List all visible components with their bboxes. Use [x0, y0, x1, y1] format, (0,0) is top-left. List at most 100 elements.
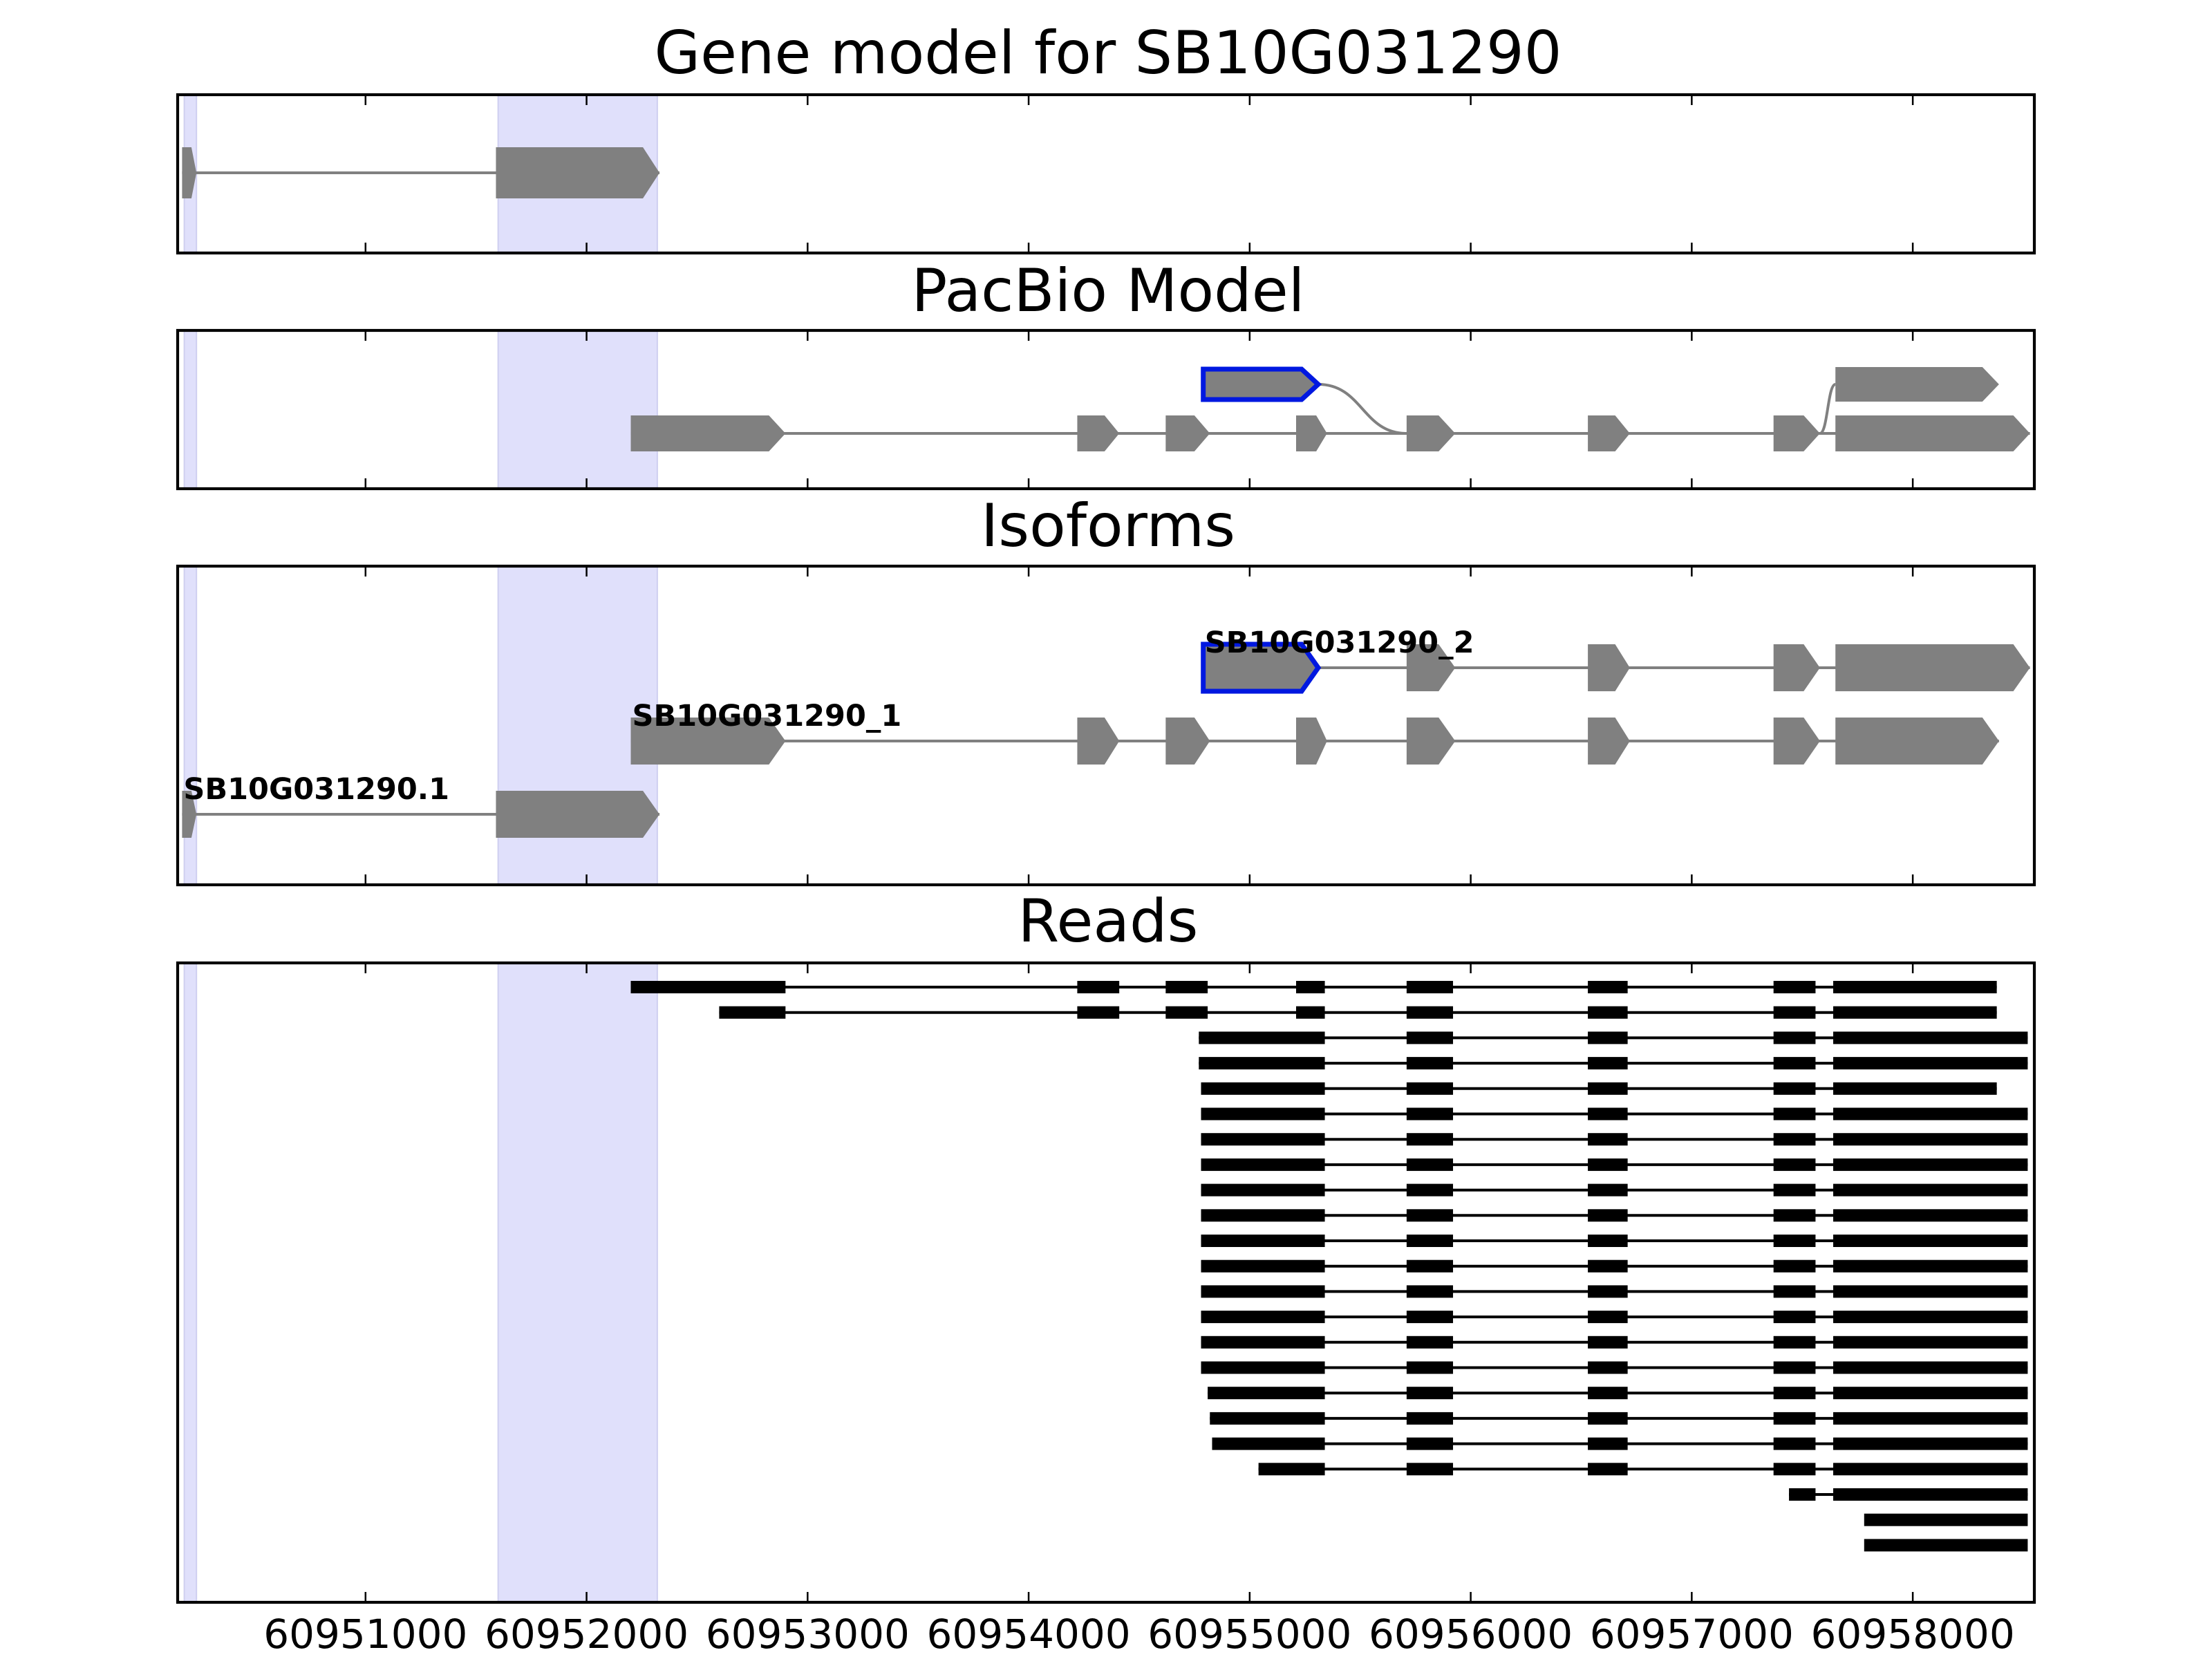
exon — [1406, 718, 1456, 765]
x-tick-label: 60958000 — [1811, 1611, 2015, 1658]
read-block — [1588, 1285, 1628, 1298]
read-block — [1773, 1158, 1816, 1171]
read-block — [1773, 1057, 1816, 1070]
read-block — [1201, 1133, 1325, 1146]
read-block — [1588, 1158, 1628, 1171]
read-block — [1773, 1412, 1816, 1425]
exon — [630, 718, 786, 765]
read-block — [1773, 1361, 1816, 1374]
splice-junction-curve — [1318, 383, 1407, 435]
x-tick-label: 60952000 — [485, 1611, 688, 1658]
read-block — [1201, 1361, 1325, 1374]
highlighted-exon — [1201, 366, 1322, 402]
exon — [1077, 415, 1120, 451]
exon — [496, 147, 660, 198]
read-block — [1165, 1006, 1208, 1019]
read-block — [1406, 1209, 1454, 1222]
read-block — [1201, 1335, 1325, 1349]
read-block — [1210, 1412, 1325, 1425]
read-block — [1773, 1031, 1816, 1044]
read-block — [1201, 1107, 1325, 1121]
read-block — [1833, 1463, 2028, 1476]
read-block — [1406, 1031, 1454, 1044]
exon — [1077, 718, 1120, 765]
pacbio-model-panel — [176, 328, 2036, 491]
splice-junction-curve — [1819, 383, 1837, 435]
read-block — [1833, 1361, 2028, 1374]
read-block — [1789, 1488, 1816, 1501]
read-block — [1588, 981, 1628, 993]
read-block — [1199, 1057, 1325, 1070]
exon — [1406, 644, 1456, 691]
read-block — [1833, 1006, 1997, 1019]
read-block — [1295, 981, 1325, 993]
exon — [1406, 415, 1456, 451]
pacbio-panel-title: PacBio Model — [911, 256, 1304, 326]
read-block — [1773, 1311, 1816, 1324]
read-block — [1833, 1057, 2028, 1070]
exon — [1773, 415, 1820, 451]
read-block — [1406, 1082, 1454, 1095]
x-tick-label: 60951000 — [263, 1611, 467, 1658]
read-block — [1588, 1209, 1628, 1222]
highlight-band — [183, 330, 198, 489]
read-block — [1406, 1285, 1454, 1298]
read-block — [1588, 1133, 1628, 1146]
read-block — [1833, 1209, 2028, 1222]
read-block — [1406, 1259, 1454, 1273]
read-block — [1773, 1006, 1816, 1019]
read-block — [1588, 1437, 1628, 1450]
panel-frame — [176, 564, 2036, 887]
exon — [182, 147, 197, 198]
x-tick-label: 60954000 — [926, 1611, 1130, 1658]
read-block — [1201, 1259, 1325, 1273]
read-block — [1833, 1285, 2028, 1298]
reads-panel-title: Reads — [1018, 887, 1199, 956]
read-block — [1773, 1082, 1816, 1095]
exon — [1165, 718, 1210, 765]
gene-panel-title: Gene model for SB10G031290 — [655, 19, 1562, 88]
isoforms-panel: SB10G031290_2 SB10G031290_1 SB10G031290.1 — [176, 564, 2036, 887]
panel-frame — [176, 93, 2036, 255]
exon — [1165, 415, 1210, 451]
read-block — [1588, 1387, 1628, 1400]
read-block — [1773, 1259, 1816, 1273]
x-tick-label: 60955000 — [1147, 1611, 1351, 1658]
read-block — [1588, 1235, 1628, 1247]
x-axis: 60951000 60952000 60953000 60954000 60955000… — [263, 1611, 2015, 1658]
exon — [1295, 415, 1327, 451]
gene-model-panel — [176, 93, 2036, 255]
read-block — [1201, 1158, 1325, 1171]
exon — [1295, 718, 1327, 765]
isoform-label: SB10G031290.1 — [183, 772, 449, 807]
x-tick-label: 60957000 — [1590, 1611, 1794, 1658]
read-block — [1773, 1463, 1816, 1476]
read-block — [1406, 1107, 1454, 1121]
exon — [1773, 644, 1820, 691]
read-block — [1833, 1259, 2028, 1273]
highlighted-exon — [1201, 641, 1322, 694]
highlight-band — [497, 962, 658, 1603]
read-block — [1406, 1158, 1454, 1171]
read-block — [719, 1006, 786, 1019]
read-block — [1201, 1311, 1325, 1324]
read-block — [1258, 1463, 1325, 1476]
read-block — [1588, 1057, 1628, 1070]
exon — [1835, 644, 2030, 691]
read-block — [1773, 1235, 1816, 1247]
exon — [1835, 415, 2030, 451]
read-block — [1588, 1006, 1628, 1019]
read-block — [1833, 1031, 2028, 1044]
panel-frame — [176, 328, 2036, 491]
read-block — [1588, 1031, 1628, 1044]
highlight-band — [183, 962, 198, 1603]
highlight-band — [497, 330, 658, 489]
read-block — [1077, 1006, 1120, 1019]
exon — [1835, 718, 1999, 765]
read-block — [1406, 1057, 1454, 1070]
read-block — [1588, 1183, 1628, 1197]
x-tick-label: 60956000 — [1369, 1611, 1573, 1658]
read-block — [1833, 1387, 2028, 1400]
exon — [496, 791, 660, 838]
